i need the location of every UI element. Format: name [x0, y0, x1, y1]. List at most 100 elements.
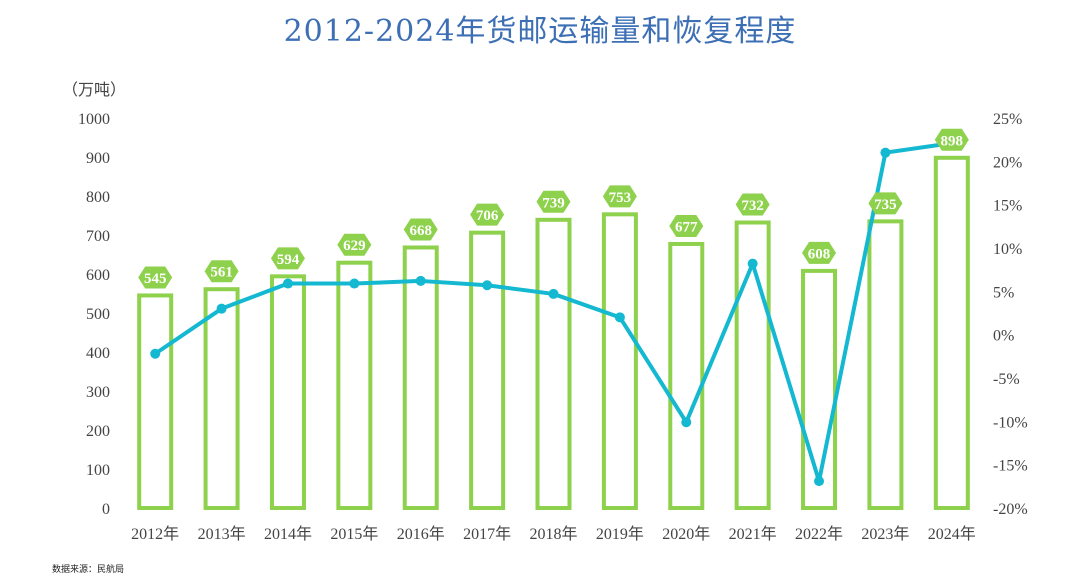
line-point: [880, 147, 891, 158]
x-tick-label: 2024年: [928, 525, 976, 543]
data-label-text: 735: [874, 197, 897, 213]
x-tick-label: 2020年: [662, 525, 710, 543]
x-tick-label: 2013年: [198, 525, 246, 543]
line-point: [282, 278, 293, 289]
x-tick-label: 2014年: [264, 525, 312, 543]
data-label-badge: [204, 260, 239, 283]
bar: [668, 241, 705, 510]
y2-tick-label: 20%: [993, 154, 1022, 171]
y-axis-unit-label: （万吨）: [62, 80, 127, 99]
x-tick-label: 2012年: [131, 525, 179, 543]
bar: [203, 287, 240, 510]
data-label: 732: [735, 193, 770, 216]
line-point: [415, 275, 426, 286]
line-point: [681, 417, 692, 428]
y2-tick-label: -10%: [993, 414, 1028, 431]
data-label: 545: [138, 266, 173, 289]
x-tick-label: 2017年: [463, 525, 511, 543]
y-tick-label: 500: [86, 306, 110, 323]
y2-tick-label: 5%: [993, 284, 1014, 301]
bar: [867, 219, 904, 510]
source-note: 数据来源：民航局: [52, 565, 125, 575]
bar: [535, 217, 572, 510]
data-label-badge: [138, 266, 173, 289]
line-point: [482, 280, 493, 291]
y-tick-label: 600: [86, 267, 110, 284]
data-label-text: 732: [741, 198, 764, 214]
line-point: [150, 348, 161, 359]
data-label-text: 739: [542, 195, 565, 211]
line-point: [814, 476, 825, 487]
line-point: [614, 312, 625, 323]
y-tick-label: 1000: [78, 111, 110, 128]
y-tick-label: 900: [86, 150, 110, 167]
y2-tick-label: 25%: [993, 111, 1022, 128]
bar: [469, 230, 506, 510]
x-tick-label: 2022年: [795, 525, 843, 543]
y-tick-label: 100: [86, 462, 110, 479]
data-label-text: 668: [409, 223, 432, 239]
data-label-text: 629: [343, 238, 366, 254]
x-tick-label: 2023年: [861, 525, 909, 543]
data-label: 594: [270, 247, 305, 270]
y-tick-label: 0: [102, 501, 110, 518]
data-label-badge: [802, 241, 837, 264]
data-label-text: 677: [675, 219, 698, 235]
x-tick-label: 2021年: [729, 525, 777, 543]
bar: [601, 212, 638, 511]
y2-tick-label: -15%: [993, 458, 1028, 475]
data-label-badge: [868, 192, 903, 215]
data-label-badge: [669, 214, 704, 237]
data-label-text: 706: [476, 208, 499, 224]
bar: [933, 155, 970, 510]
y-tick-label: 300: [86, 384, 110, 401]
data-label-badge: [337, 233, 372, 256]
x-tick-label: 2019年: [596, 525, 644, 543]
data-label-badge: [270, 247, 305, 270]
data-label: 561: [204, 260, 239, 283]
data-label: 629: [337, 233, 372, 256]
data-label-badge: [934, 128, 969, 151]
data-label-badge: [536, 190, 571, 213]
bar: [402, 245, 439, 510]
y2-tick-label: 10%: [993, 241, 1022, 258]
data-label-badge: [470, 203, 505, 226]
line-point: [548, 288, 559, 299]
data-label-badge: [602, 185, 637, 208]
x-tick-label: 2015年: [330, 525, 378, 543]
line-point: [216, 303, 227, 314]
bar: [801, 268, 838, 510]
data-label-text: 545: [144, 271, 167, 287]
y-tick-label: 700: [86, 228, 110, 245]
y-tick-label: 200: [86, 423, 110, 440]
data-label: 668: [403, 218, 438, 241]
y-tick-label: 800: [86, 189, 110, 206]
bar: [269, 274, 306, 510]
data-label: 753: [602, 185, 637, 208]
y2-tick-label: -20%: [993, 501, 1028, 518]
y2-tick-label: -5%: [993, 371, 1020, 388]
data-label-badge: [735, 193, 770, 216]
x-tick-label: 2018年: [529, 525, 577, 543]
line-point: [349, 278, 360, 289]
y-tick-label: 400: [86, 345, 110, 362]
data-label-badge: [403, 218, 438, 241]
y2-tick-label: 15%: [993, 198, 1022, 215]
data-label: 739: [536, 190, 571, 213]
bar: [336, 260, 373, 510]
x-tick-label: 2016年: [397, 525, 445, 543]
data-label-text: 594: [277, 252, 300, 268]
y2-tick-label: 0%: [993, 328, 1014, 345]
data-label: 608: [802, 241, 837, 264]
data-label: 898: [934, 128, 969, 151]
data-label-text: 898: [941, 133, 964, 149]
data-label: 706: [470, 203, 505, 226]
data-label-text: 561: [210, 265, 233, 281]
chart-title: 2012-2024年货邮运输量和恢复程度: [283, 14, 797, 49]
bar: [137, 293, 174, 511]
data-label: 735: [868, 192, 903, 215]
data-label-text: 608: [808, 246, 831, 262]
line-point: [747, 258, 758, 269]
data-label-text: 753: [609, 190, 632, 206]
